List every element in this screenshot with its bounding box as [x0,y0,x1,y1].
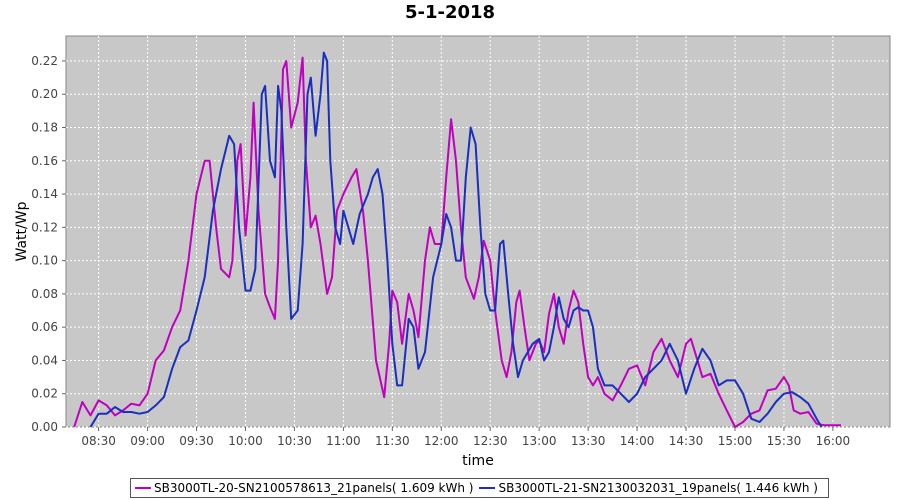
x-tick-label: 13:00 [522,434,557,448]
plot-area [65,35,891,428]
chart-title: 5-1-2018 [404,2,496,23]
x-tick-label: 14:00 [620,434,655,448]
series-line-1 [73,56,841,428]
y-axis-label: Watt/Wp [14,201,30,261]
y-tick-label: 0.08 [31,287,58,301]
series-line-2 [89,51,823,428]
x-tick-label: 15:00 [718,434,753,448]
x-tick-label: 15:30 [767,434,802,448]
x-tick-label: 09:00 [130,434,165,448]
x-axis-label: time [462,453,494,469]
y-tick-label: 0.22 [31,54,58,68]
x-tick-label: 16:00 [816,434,851,448]
y-tick-label: 0.18 [31,121,58,135]
x-tick-label: 11:00 [326,434,361,448]
x-tick-label: 10:30 [277,434,312,448]
y-tick-label: 0.00 [31,420,58,434]
legend-item-series-1: SB3000TL-20-SN2100578613_21panels( 1.609… [135,481,473,495]
legend: SB3000TL-20-SN2100578613_21panels( 1.609… [130,478,829,498]
legend-label-series-2: SB3000TL-21-SN2130032031_19panels( 1.446… [498,481,818,495]
y-tick-label: 0.14 [31,187,58,201]
y-tick-label: 0.04 [31,353,58,367]
legend-swatch-series-2 [479,487,496,489]
x-tick-label: 14:30 [669,434,704,448]
y-tick-label: 0.02 [31,387,58,401]
x-tick-label: 08:30 [81,434,116,448]
x-tick-label: 12:00 [424,434,459,448]
y-tick-label: 0.10 [31,254,58,268]
y-tick-label: 0.06 [31,320,58,334]
x-tick-label: 11:30 [375,434,410,448]
legend-item-series-2: SB3000TL-21-SN2130032031_19panels( 1.446… [479,481,818,495]
x-tick-label: 12:30 [473,434,508,448]
x-tick-label: 09:30 [179,434,214,448]
legend-swatch-series-1 [135,487,151,489]
y-tick-label: 0.20 [31,87,58,101]
x-tick-label: 13:30 [571,434,606,448]
y-tick-label: 0.16 [31,154,58,168]
y-tick-label: 0.12 [31,220,58,234]
legend-label-series-1: SB3000TL-20-SN2100578613_21panels( 1.609… [154,481,474,495]
x-tick-label: 10:00 [228,434,263,448]
